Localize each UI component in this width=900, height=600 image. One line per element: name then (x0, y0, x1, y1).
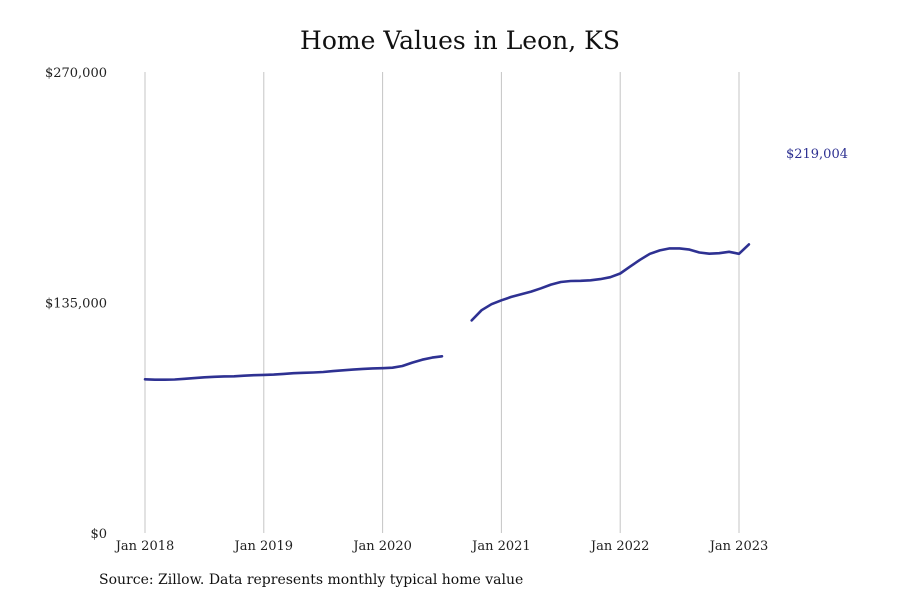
last-value-label: $219,004 (786, 147, 848, 162)
x-tick-label: Jan 2023 (708, 539, 769, 554)
x-tick-label: Jan 2019 (233, 539, 294, 554)
y-tick-label: $0 (90, 527, 107, 542)
x-tick-label: Jan 2022 (589, 539, 650, 554)
y-tick-label: $270,000 (45, 66, 107, 81)
x-tick-label: Jan 2020 (351, 539, 412, 554)
series-line-segment (143, 355, 444, 381)
source-note: Source: Zillow. Data represents monthly … (99, 572, 524, 588)
y-tick-label: $135,000 (45, 297, 107, 312)
chart-title: Home Values in Leon, KS (300, 26, 620, 55)
series-line-segment (470, 243, 751, 322)
x-tick-label: Jan 2018 (114, 539, 175, 554)
x-tick-label: Jan 2021 (470, 539, 531, 554)
